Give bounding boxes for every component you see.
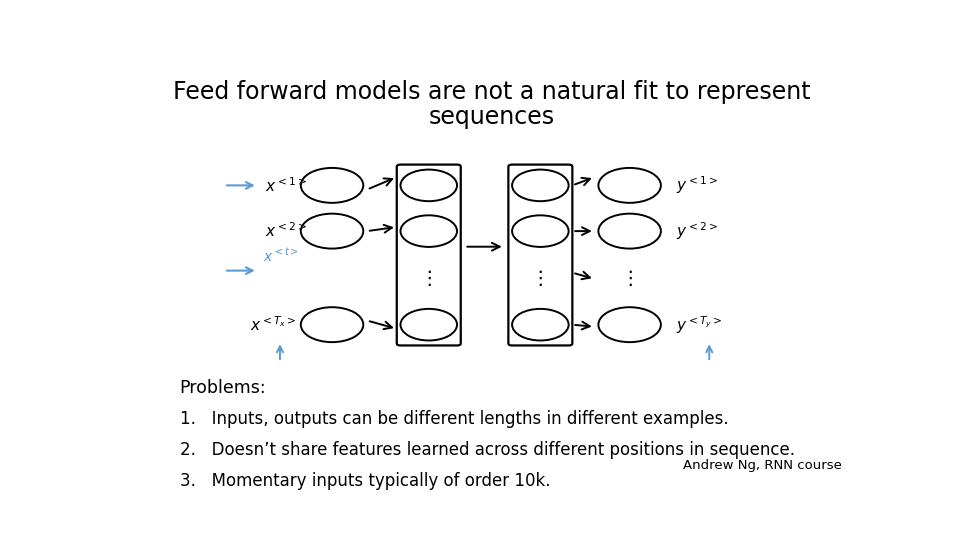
Text: ⋮: ⋮ [531,269,550,288]
Text: $x^{<t>}$: $x^{<t>}$ [263,247,299,265]
Text: 1.   Inputs, outputs can be different lengths in different examples.: 1. Inputs, outputs can be different leng… [180,410,728,428]
Text: Andrew Ng, RNN course: Andrew Ng, RNN course [683,460,842,472]
Text: Problems:: Problems: [180,379,266,397]
Text: $y^{<1>}$: $y^{<1>}$ [676,174,718,196]
Text: Feed forward models are not a natural fit to represent: Feed forward models are not a natural fi… [173,80,811,104]
Text: $y^{<2>}$: $y^{<2>}$ [676,220,718,242]
Text: ⋮: ⋮ [419,269,439,288]
Text: 2.   Doesn’t share features learned across different positions in sequence.: 2. Doesn’t share features learned across… [180,441,795,459]
Text: $y^{<T_y>}$: $y^{<T_y>}$ [676,314,722,335]
Text: 3.   Momentary inputs typically of order 10k.: 3. Momentary inputs typically of order 1… [180,472,550,490]
Text: sequences: sequences [429,105,555,129]
Text: ⋮: ⋮ [620,269,639,288]
Text: $x^{<2>}$: $x^{<2>}$ [265,222,307,240]
Text: $x^{<T_x>}$: $x^{<T_x>}$ [251,315,297,334]
Text: $x^{<1>}$: $x^{<1>}$ [265,176,307,195]
